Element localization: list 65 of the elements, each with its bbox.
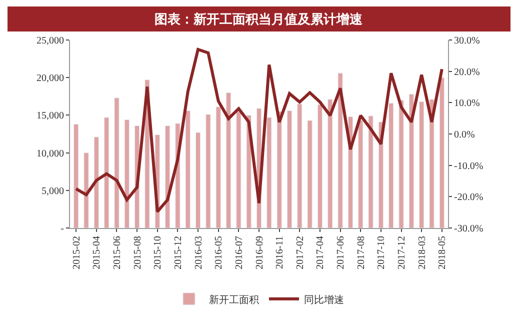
x-tick-label: 2016-09 xyxy=(254,236,266,270)
x-tick-label: 2015-10 xyxy=(152,236,164,270)
bar xyxy=(439,77,444,228)
bar xyxy=(266,117,272,228)
x-tick-label: 2015-08 xyxy=(132,236,144,270)
x-tick-label: 2018-05 xyxy=(437,236,448,270)
bar xyxy=(185,110,190,228)
bar xyxy=(124,119,130,228)
bar xyxy=(408,94,414,228)
bar xyxy=(276,111,282,228)
x-tick-label: 2016-11 xyxy=(274,236,286,269)
y-tick-label: - xyxy=(60,224,64,234)
legend-label: 同比增速 xyxy=(304,294,344,306)
y-tick-label: 10,000 xyxy=(36,148,64,160)
x-tick-label: 2015-06 xyxy=(112,236,123,270)
y-tick-label: 20,000 xyxy=(36,73,64,84)
bar xyxy=(165,125,170,228)
y2-tick-label: 30.0% xyxy=(454,36,480,46)
bar xyxy=(216,106,221,228)
bar xyxy=(104,117,110,228)
x-tick-label: 2016-03 xyxy=(193,236,204,270)
bar xyxy=(429,99,434,228)
y2-tick-label: 10.0% xyxy=(454,98,480,110)
x-tick-label: 2017-04 xyxy=(315,236,326,270)
x-tick-label: 2015-04 xyxy=(92,236,103,270)
x-tick-label: 2017-02 xyxy=(294,236,306,270)
bar xyxy=(358,120,364,228)
bar xyxy=(206,114,211,228)
chart-title: 图表：新开工面积当月值及累计增速 xyxy=(154,12,364,26)
bar xyxy=(84,152,89,228)
bar xyxy=(236,111,242,228)
y2-tick-label: -10.0% xyxy=(454,160,484,172)
x-tick-label: 2015-12 xyxy=(172,236,184,270)
y-tick-label: 25,000 xyxy=(36,36,64,46)
bar xyxy=(196,132,201,228)
bar xyxy=(286,110,292,228)
bar xyxy=(114,98,120,228)
bar xyxy=(419,101,424,228)
bar xyxy=(226,92,232,228)
x-tick-label: 2015-02 xyxy=(71,236,82,270)
bar xyxy=(328,99,333,228)
x-tick-label: 2016-07 xyxy=(234,236,245,270)
y2-tick-label: -20.0% xyxy=(454,192,484,204)
bar xyxy=(338,72,343,228)
bar xyxy=(398,100,404,228)
y2-tick-label: -30.0% xyxy=(454,224,484,234)
x-tick-label: 2017-08 xyxy=(356,236,367,270)
y-tick-label: 15,000 xyxy=(36,110,64,122)
bar xyxy=(297,104,302,228)
x-tick-label: 2017-10 xyxy=(376,236,388,270)
y2-tick-label: 20.0% xyxy=(454,66,480,78)
legend-label: 新开工面积 xyxy=(209,294,259,306)
x-tick-label: 2018-03 xyxy=(416,236,428,270)
x-tick-label: 2017-06 xyxy=(336,236,347,270)
x-tick-label: 2017-12 xyxy=(396,236,408,270)
x-tick-label: 2016-05 xyxy=(214,236,225,270)
bar xyxy=(368,116,374,228)
y2-tick-label: 0.0% xyxy=(454,130,475,140)
bar xyxy=(307,120,312,228)
bar xyxy=(74,124,79,228)
bar xyxy=(94,136,99,228)
line-series xyxy=(74,48,444,214)
bar xyxy=(388,102,394,228)
y-tick-label: 5,000 xyxy=(42,186,64,197)
bar xyxy=(317,104,322,228)
